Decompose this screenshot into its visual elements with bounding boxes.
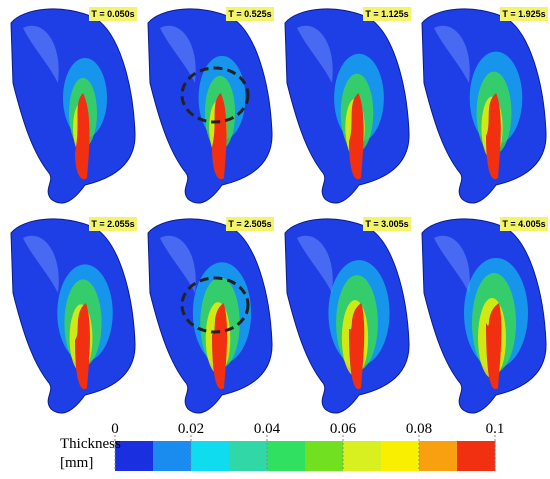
time-label: T = 1.125s bbox=[365, 9, 408, 19]
label-box bbox=[226, 7, 274, 21]
time-label: T = 2.505s bbox=[228, 219, 271, 229]
colorbar-block bbox=[115, 441, 154, 471]
label-box bbox=[500, 7, 548, 21]
panel: T = 3.005s bbox=[284, 217, 411, 414]
panel: T = 0.050s bbox=[10, 7, 137, 204]
fold-highlight bbox=[160, 235, 196, 293]
time-label: T = 0.050s bbox=[91, 9, 134, 19]
film-red bbox=[349, 303, 365, 390]
fold-highlight bbox=[23, 25, 59, 83]
colorbar-block bbox=[153, 441, 192, 471]
panel: T = 2.055s bbox=[10, 217, 137, 414]
fold-highlight bbox=[434, 25, 470, 83]
fold-highlight bbox=[23, 235, 59, 293]
fold-highlight bbox=[434, 235, 470, 293]
fold-highlight bbox=[297, 25, 333, 83]
colorbar-tick-label: 0.04 bbox=[254, 421, 281, 437]
colorbar-title: [mm] bbox=[60, 455, 93, 471]
colorbar-tick-label: 0.1 bbox=[486, 421, 505, 437]
time-label: T = 0.525s bbox=[228, 9, 271, 19]
label-box bbox=[363, 7, 411, 21]
colorbar-title: Thickness bbox=[60, 436, 121, 452]
film-red bbox=[212, 303, 228, 390]
label-box bbox=[89, 7, 137, 21]
colorbar-block bbox=[191, 441, 230, 471]
panel: T = 1.925s bbox=[421, 7, 548, 204]
label-box bbox=[500, 217, 548, 231]
film-red bbox=[75, 93, 90, 180]
panel: T = 4.005s bbox=[421, 217, 548, 414]
colorbar-block bbox=[419, 441, 458, 471]
colorbar-tick-label: 0.06 bbox=[330, 421, 357, 437]
colorbar-block bbox=[229, 441, 268, 471]
film-red bbox=[486, 93, 501, 180]
fold-highlight bbox=[160, 25, 196, 83]
label-box bbox=[226, 217, 274, 231]
colorbar-block bbox=[381, 441, 420, 471]
colorbar-tick-label: 0 bbox=[111, 421, 119, 437]
time-label: T = 3.005s bbox=[365, 219, 408, 229]
film-red bbox=[349, 93, 364, 180]
panel: T = 0.525s bbox=[147, 7, 274, 204]
colorbar-tick-label: 0.08 bbox=[406, 421, 432, 437]
highlight-circle bbox=[180, 66, 250, 124]
highlight-circle bbox=[180, 276, 250, 334]
label-box bbox=[363, 217, 411, 231]
panel: T = 1.125s bbox=[284, 7, 411, 204]
time-label: T = 4.005s bbox=[502, 219, 545, 229]
colorbar-block bbox=[267, 441, 306, 471]
film-red bbox=[75, 303, 90, 390]
colorbar-block bbox=[343, 441, 382, 471]
film-red bbox=[486, 303, 502, 390]
film-red bbox=[212, 93, 227, 180]
panel: T = 2.505s bbox=[147, 217, 274, 414]
time-label: T = 2.055s bbox=[91, 219, 134, 229]
fold-highlight bbox=[297, 235, 333, 293]
label-box bbox=[89, 217, 137, 231]
colorbar-tick-label: 0.02 bbox=[178, 421, 204, 437]
time-label: T = 1.925s bbox=[502, 9, 545, 19]
colorbar-block bbox=[457, 441, 496, 471]
colorbar-block bbox=[305, 441, 344, 471]
